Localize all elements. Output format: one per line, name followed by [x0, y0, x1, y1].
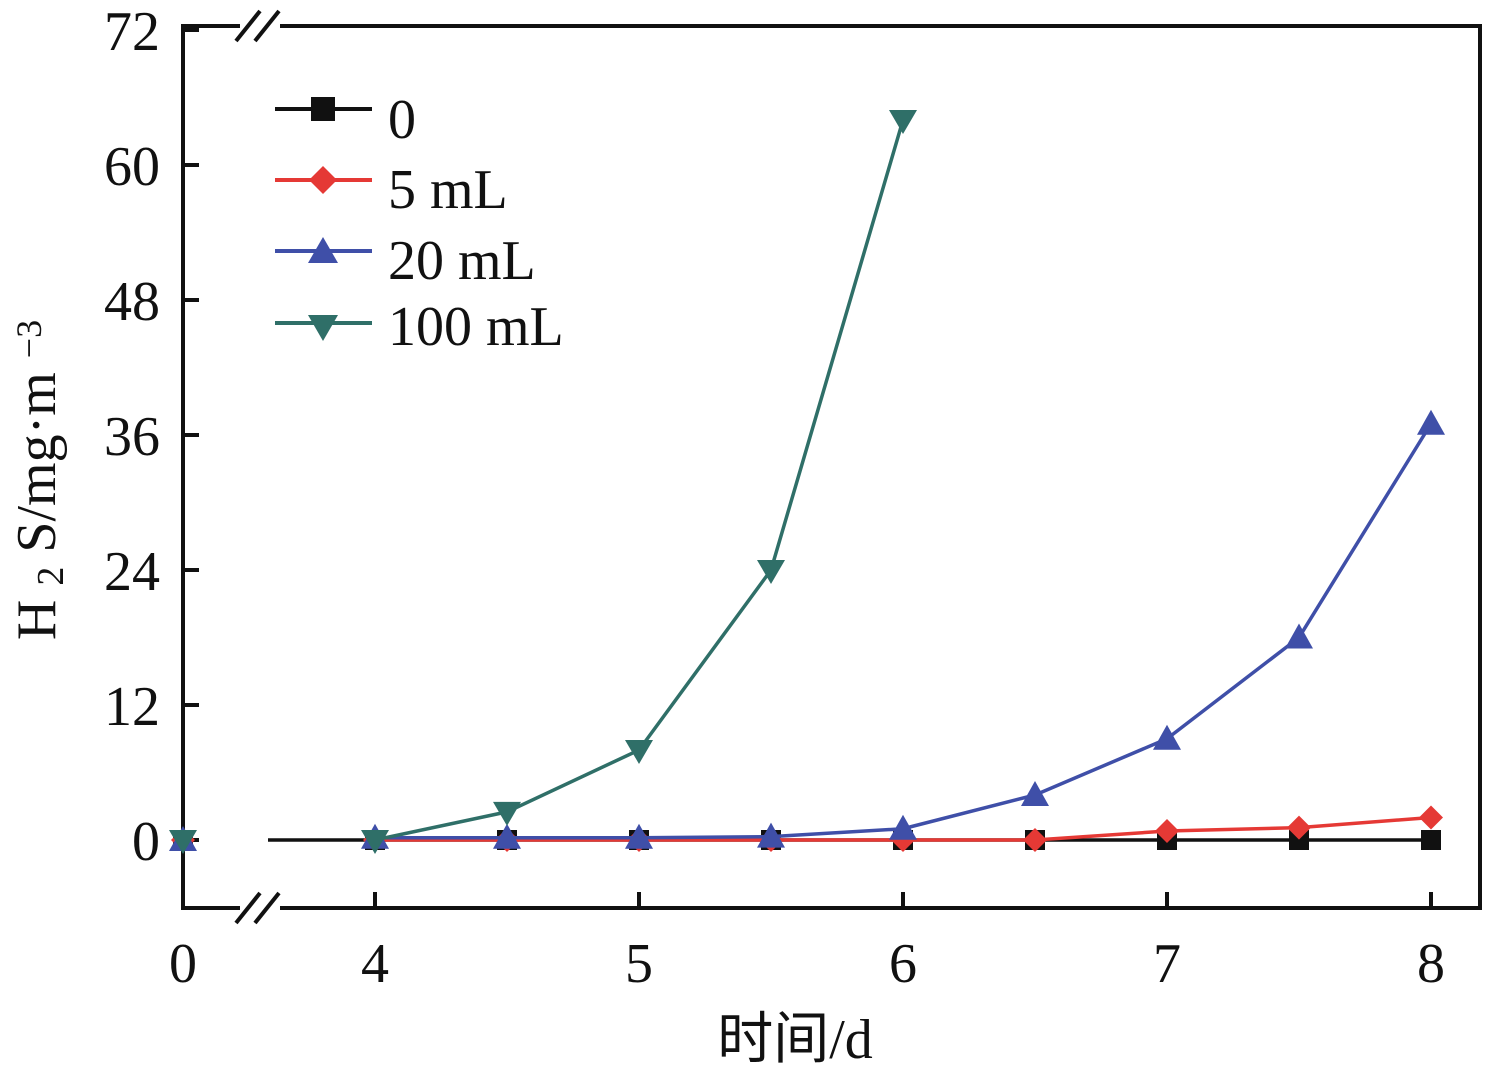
series-20-ml-point-9 [1417, 409, 1445, 435]
series-20-ml-segment-7 [1165, 635, 1301, 741]
series-5-ml-point-7 [1155, 819, 1179, 843]
plot-frame [181, 24, 1482, 910]
series-20-ml-point-2 [493, 823, 521, 849]
series-5-ml-segment-7 [1165, 825, 1301, 833]
series-20-ml-point-8 [1285, 623, 1313, 649]
y-tick-label-0: 0 [132, 811, 160, 873]
series-20-ml-point-3 [625, 823, 653, 849]
x-axis-ticks: 0 4 5 6 7 8 [169, 892, 1445, 995]
x-tick-label-6: 6 [889, 933, 917, 995]
x-tick-label-0: 0 [169, 933, 197, 995]
legend-square-marker [311, 97, 335, 121]
y-tick-label-72: 72 [104, 1, 160, 63]
series-5-ml-segment-6 [1033, 829, 1169, 842]
series-100-ml-point-3 [625, 740, 653, 764]
series-100-ml-point-2 [493, 801, 521, 826]
series-5-ml-point-9 [1419, 805, 1443, 830]
y-tick-label-24: 24 [104, 541, 160, 603]
series-5-ml [171, 805, 1443, 852]
x-tick-label-7: 7 [1153, 933, 1181, 995]
y-axis-title-prefix: H [6, 600, 68, 640]
series-100-ml-segment-3 [637, 568, 773, 752]
x-tick-label-4: 4 [361, 933, 389, 995]
x-tick-label-8: 8 [1417, 933, 1445, 995]
series-20-ml-segment-4 [769, 827, 905, 839]
x-tick-label-5: 5 [625, 933, 653, 995]
series-20-ml-segment-3 [637, 834, 773, 840]
legend-item-100ml: 100 mL [275, 296, 564, 358]
series-5-ml-segment-8 [1297, 815, 1433, 830]
series-100-ml-point-1 [361, 830, 389, 854]
y-axis-break-top-slash-right [253, 9, 281, 43]
y-axis-title-superscript: −3 [9, 320, 49, 358]
legend-label-100ml: 100 mL [388, 296, 564, 358]
series-20-ml-point-5 [889, 814, 917, 840]
series-100-ml-segment-1 [373, 810, 509, 842]
y-axis-break-top-slash-left [234, 9, 262, 43]
series-20-ml-point-7 [1153, 724, 1181, 750]
y-axis-title-middle: S/mg·m [6, 372, 68, 552]
x-axis-break-bottom-slash-left [234, 891, 262, 925]
series-20-ml-segment-5 [901, 793, 1037, 831]
y-tick-label-12: 12 [104, 676, 160, 738]
legend-label-0: 0 [388, 89, 416, 151]
series-100-ml-point-5 [889, 110, 917, 134]
legend-item-20ml: 20 mL [275, 230, 536, 292]
series-100-ml-point-0 [169, 830, 197, 854]
series-5-ml-point-8 [1287, 815, 1311, 840]
series-100-ml-segment-2 [505, 748, 641, 814]
y-tick-label-48: 48 [104, 271, 160, 333]
legend-label-5ml: 5 mL [388, 159, 508, 221]
legend-item-5ml: 5 mL [275, 159, 508, 221]
series-20-ml-segment-8 [1297, 422, 1433, 640]
y-axis-ticks: 0 12 24 36 48 60 72 [104, 1, 199, 873]
series-100-ml-point-4 [757, 560, 785, 584]
series-100-ml [169, 110, 917, 854]
legend: 0 5 mL 20 mL 100 mL [275, 89, 564, 358]
x-axis-title: 时间/d [717, 1009, 873, 1067]
x-axis-break-bottom [234, 891, 281, 925]
series-0-point-8 [1289, 830, 1309, 850]
legend-diamond-marker [309, 166, 337, 194]
series-20-ml-point-6 [1021, 781, 1049, 806]
series-100-ml-segment-4 [769, 118, 905, 572]
series-20-ml [169, 409, 1445, 851]
legend-triangle-down-marker [308, 315, 338, 341]
legend-item-0: 0 [275, 89, 416, 151]
series-20-ml-point-4 [757, 822, 785, 848]
y-axis-break-top [234, 9, 281, 43]
legend-triangle-up-marker [308, 237, 338, 263]
y-axis-title: H 2 S/mg·m −3 [6, 320, 72, 640]
y-tick-label-60: 60 [104, 136, 160, 198]
y-tick-label-36: 36 [104, 406, 160, 468]
legend-label-20ml: 20 mL [388, 230, 536, 292]
y-axis-title-subscript: 2 [30, 567, 72, 586]
series-5-ml-point-6 [1023, 828, 1047, 852]
series-20-ml-segment-6 [1033, 737, 1169, 797]
series-0-point-9 [1421, 830, 1441, 850]
x-axis-break-bottom-slash-right [253, 891, 281, 925]
series-layer [169, 110, 1445, 854]
